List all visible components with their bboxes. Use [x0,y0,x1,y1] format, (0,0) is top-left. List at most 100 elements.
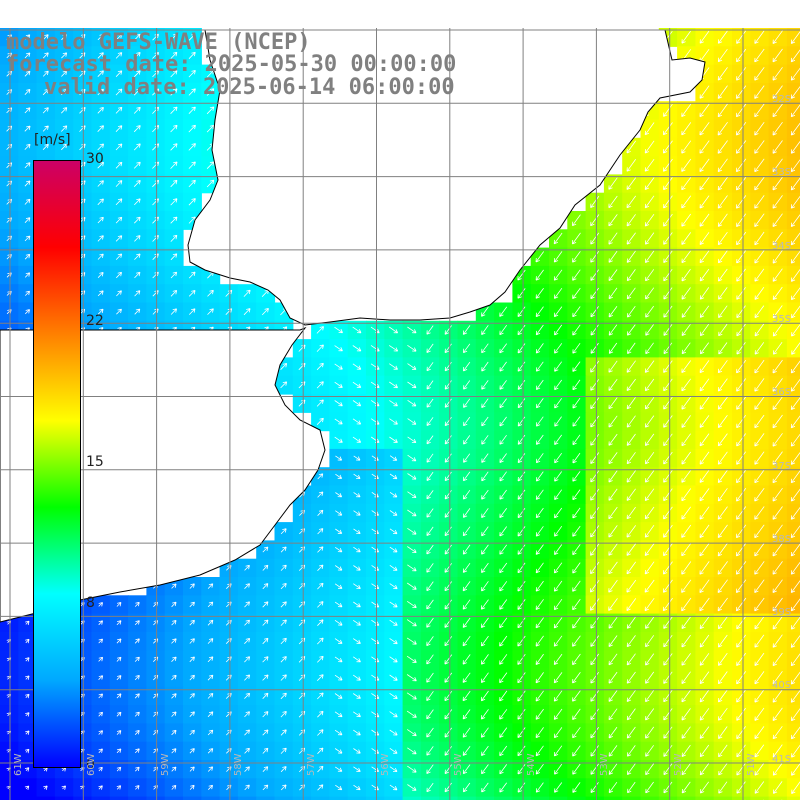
wind-arrow [262,656,269,663]
wind-speed-cell [567,394,587,413]
wind-arrow [244,692,251,699]
wind-arrow [754,231,765,246]
wind-arrow [24,253,31,260]
wind-arrow [280,656,287,663]
wind-speed-cell [512,394,532,413]
wind-arrow [517,398,526,409]
wind-speed-cell [0,247,19,267]
wind-speed-cell [585,503,605,523]
wind-arrow [262,692,269,699]
wind-speed-cell [311,394,330,413]
wind-arrow [681,378,692,392]
wind-speed-cell [146,28,166,47]
wind-speed-cell [732,101,751,121]
wind-arrow [681,287,691,300]
wind-speed-cell [146,119,166,139]
wind-speed-cell [109,156,129,175]
wind-arrow [791,616,800,630]
wind-speed-cell [695,558,715,578]
wind-arrow [554,379,563,391]
wind-speed-cell [164,174,184,194]
wind-arrow [134,730,140,735]
wind-arrow [699,232,710,245]
wind-speed-cell [256,650,276,670]
wind-speed-cell [640,503,660,523]
wind-speed-cell [128,796,147,800]
wind-speed-cell [183,28,202,47]
wind-arrow [535,745,544,757]
wind-speed-cell [475,577,495,596]
wind-speed-cell [750,796,770,800]
wind-speed-cell [91,174,111,194]
wind-arrow [98,748,103,754]
wind-speed-cell [0,28,19,47]
wind-arrow [42,52,49,59]
wind-arrow [717,360,728,374]
wind-arrow [25,730,30,735]
wind-speed-cell [677,631,696,651]
wind-speed-cell [658,448,678,468]
wind-speed-cell [109,302,129,322]
wind-speed-cell [530,284,550,304]
wind-speed-cell [91,82,111,102]
wind-arrow [517,434,526,445]
wind-speed-cell [237,595,257,615]
wind-arrow [681,561,692,575]
wind-arrow [444,672,453,683]
wind-arrow [736,524,747,539]
wind-speed-cell [750,28,770,47]
wind-arrow [481,508,489,518]
wind-arrow [700,342,710,355]
wind-arrow [590,543,600,556]
wind-arrow [406,600,417,608]
wind-speed-cell [457,430,477,450]
wind-arrow [681,543,692,557]
wind-speed-cell [457,796,477,800]
wind-arrow [24,70,31,77]
wind-speed-cell [18,156,38,175]
wind-speed-cell [494,650,513,670]
wind-speed-cell [640,137,660,157]
wind-speed-cell [695,174,715,194]
wind-arrow [115,253,123,260]
colorbar [33,160,81,768]
wind-speed-cell [695,412,715,432]
wind-speed-cell [677,595,696,615]
wind-speed-cell [201,650,221,670]
wind-speed-cell [128,46,147,66]
wind-speed-cell [183,174,202,194]
wind-arrow [499,709,508,720]
wind-speed-cell [567,412,587,432]
wind-speed-cell [658,320,678,340]
wind-speed-cell [109,741,129,761]
wind-speed-cell [603,448,623,468]
wind-speed-cell [164,631,184,651]
wind-speed-cell [786,631,800,651]
wind-speed-cell [128,174,147,194]
wind-speed-cell [530,741,550,761]
wind-speed-cell [457,357,477,377]
wind-arrow [406,674,417,682]
wind-speed-cell [164,284,184,304]
wind-arrow [334,729,343,736]
wind-arrow [352,381,362,388]
wind-arrow [699,396,710,410]
wind-arrow [299,528,305,535]
wind-speed-cell [732,375,751,395]
wind-arrow [444,782,452,793]
wind-speed-cell [768,577,788,596]
wind-arrow [481,690,489,702]
wind-speed-cell [658,778,678,798]
wind-speed-cell [677,265,696,285]
wind-speed-cell [567,357,587,377]
wind-speed-cell [658,192,678,212]
wind-arrow [663,470,673,483]
wind-speed-cell [164,760,184,779]
wind-arrow [481,380,489,390]
wind-speed-cell [420,705,440,724]
wind-arrow [481,361,489,372]
wind-speed-cell [109,265,129,285]
wind-speed-cell [786,741,800,761]
wind-speed-cell [658,119,678,139]
wind-arrow [116,656,122,662]
